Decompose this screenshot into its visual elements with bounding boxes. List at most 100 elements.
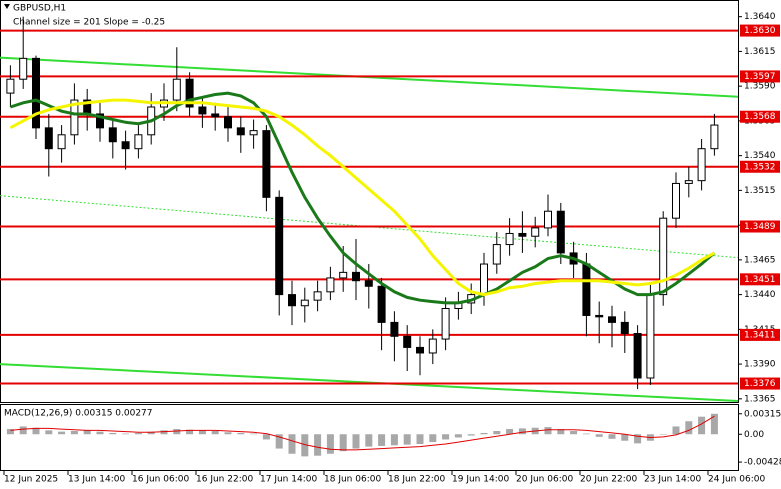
candle-body — [6, 78, 15, 94]
level-tag — [740, 377, 780, 390]
candle-body — [288, 294, 296, 307]
x-tick-label: 24 Jun 06:00 — [708, 475, 765, 485]
candle-body — [620, 321, 629, 335]
candle-body — [544, 210, 552, 229]
candle-body — [121, 141, 130, 150]
candle-body — [441, 308, 450, 340]
candle-body — [416, 346, 424, 354]
candle-body — [505, 232, 514, 246]
y-tick-label: 1.3515 — [744, 186, 776, 196]
macd-bar — [314, 434, 322, 456]
macd-bar — [58, 431, 66, 435]
price-panel — [0, 0, 739, 403]
macd-bar — [186, 429, 194, 435]
macd-bar — [224, 432, 232, 435]
macd-bar — [262, 434, 270, 440]
x-tick-label: 12 Jun 2025 — [4, 475, 58, 485]
x-tick-label: 23 Jun 14:00 — [644, 475, 701, 485]
macd-bar — [659, 434, 667, 435]
level-label: 1.3451 — [744, 275, 776, 285]
level-label: 1.3568 — [744, 112, 776, 122]
candle-body — [352, 271, 360, 282]
level-tag — [740, 24, 780, 37]
macd-bar — [429, 434, 437, 443]
macd-bar — [83, 430, 91, 435]
candle-body — [313, 291, 322, 301]
macd-bar — [134, 432, 142, 435]
candle-body — [480, 263, 488, 296]
macd-bar — [96, 431, 104, 435]
y-tick-label: 1.3365 — [744, 394, 776, 404]
macd-bar — [634, 434, 642, 444]
x-tick-label: 19 Jun 14:00 — [452, 475, 509, 485]
x-tick-label: 16 Jun 22:00 — [196, 475, 253, 485]
macd-bar — [467, 434, 475, 436]
level-label: 1.3630 — [744, 26, 776, 36]
level-tag — [740, 328, 780, 341]
x-tick-label: 18 Jun 06:00 — [324, 475, 381, 485]
candle-body — [518, 232, 527, 237]
candle-body — [582, 263, 591, 316]
candle-body — [633, 333, 642, 379]
level-tag — [740, 110, 780, 123]
macd-bar — [211, 431, 219, 435]
candle-body — [672, 182, 680, 219]
candle-body — [697, 148, 706, 182]
label-layer: 1.36401.36151.35901.35651.35401.35151.34… — [4, 12, 781, 484]
x-tick-label: 18 Jun 22:00 — [388, 475, 445, 485]
x-tick-label: 20 Jun 22:00 — [580, 475, 637, 485]
macd-bar — [198, 430, 206, 435]
macd-bar — [19, 426, 27, 435]
candle-body — [326, 277, 335, 293]
macd-bar — [685, 421, 693, 435]
macd-bar — [70, 431, 78, 435]
macd-bar — [275, 434, 283, 449]
candle-body — [57, 134, 66, 150]
candle-body — [364, 280, 373, 287]
channel-info: Channel size = 201 Slope = -0.25 — [13, 18, 165, 28]
candle-body — [390, 321, 399, 337]
candle-body — [134, 134, 143, 150]
candle-body — [684, 180, 693, 184]
chart-title: GBPUSD,H1 — [13, 4, 66, 14]
macd-bar — [301, 434, 309, 457]
level-label: 1.3597 — [744, 72, 776, 82]
y-tick-label: 1.3590 — [744, 82, 776, 92]
level-tag — [740, 160, 780, 173]
candle-body — [710, 124, 719, 150]
candle-body — [70, 99, 79, 136]
candle-body — [236, 127, 245, 136]
candle-body — [275, 196, 284, 296]
macd-bar — [416, 434, 424, 444]
macd-bar — [288, 434, 296, 454]
macd-bar — [339, 434, 347, 452]
macd-bar — [582, 433, 590, 435]
candle-body — [646, 294, 655, 379]
candle-body — [108, 127, 117, 143]
candle-body — [556, 210, 565, 254]
macd-bar — [672, 426, 680, 435]
candle-body — [531, 227, 540, 237]
macd-title: MACD(12,26,9) 0.00315 0.00277 — [4, 409, 153, 419]
macd-bar — [493, 431, 501, 435]
x-tick-label: 20 Jun 06:00 — [516, 475, 573, 485]
macd-bar — [250, 433, 258, 435]
macd-bar — [160, 430, 168, 435]
candle-body — [32, 57, 40, 129]
y-tick-label: 1.3465 — [744, 255, 776, 265]
candle-body — [44, 127, 53, 150]
candle-body — [211, 113, 220, 118]
candle-body — [198, 106, 207, 115]
moving-average — [9, 91, 716, 305]
y-tick-label: 1.3640 — [744, 12, 776, 22]
candle-body — [595, 314, 604, 318]
candle-body — [185, 78, 194, 108]
macd-bar — [390, 434, 398, 446]
x-tick-label: 17 Jun 14:00 — [260, 475, 317, 485]
level-tag — [740, 70, 780, 83]
macd-tick-label: 0.00 — [744, 430, 764, 440]
candle-body — [659, 217, 668, 296]
macd-bar — [442, 434, 450, 440]
x-tick-label: 13 Jun 14:00 — [68, 475, 125, 485]
